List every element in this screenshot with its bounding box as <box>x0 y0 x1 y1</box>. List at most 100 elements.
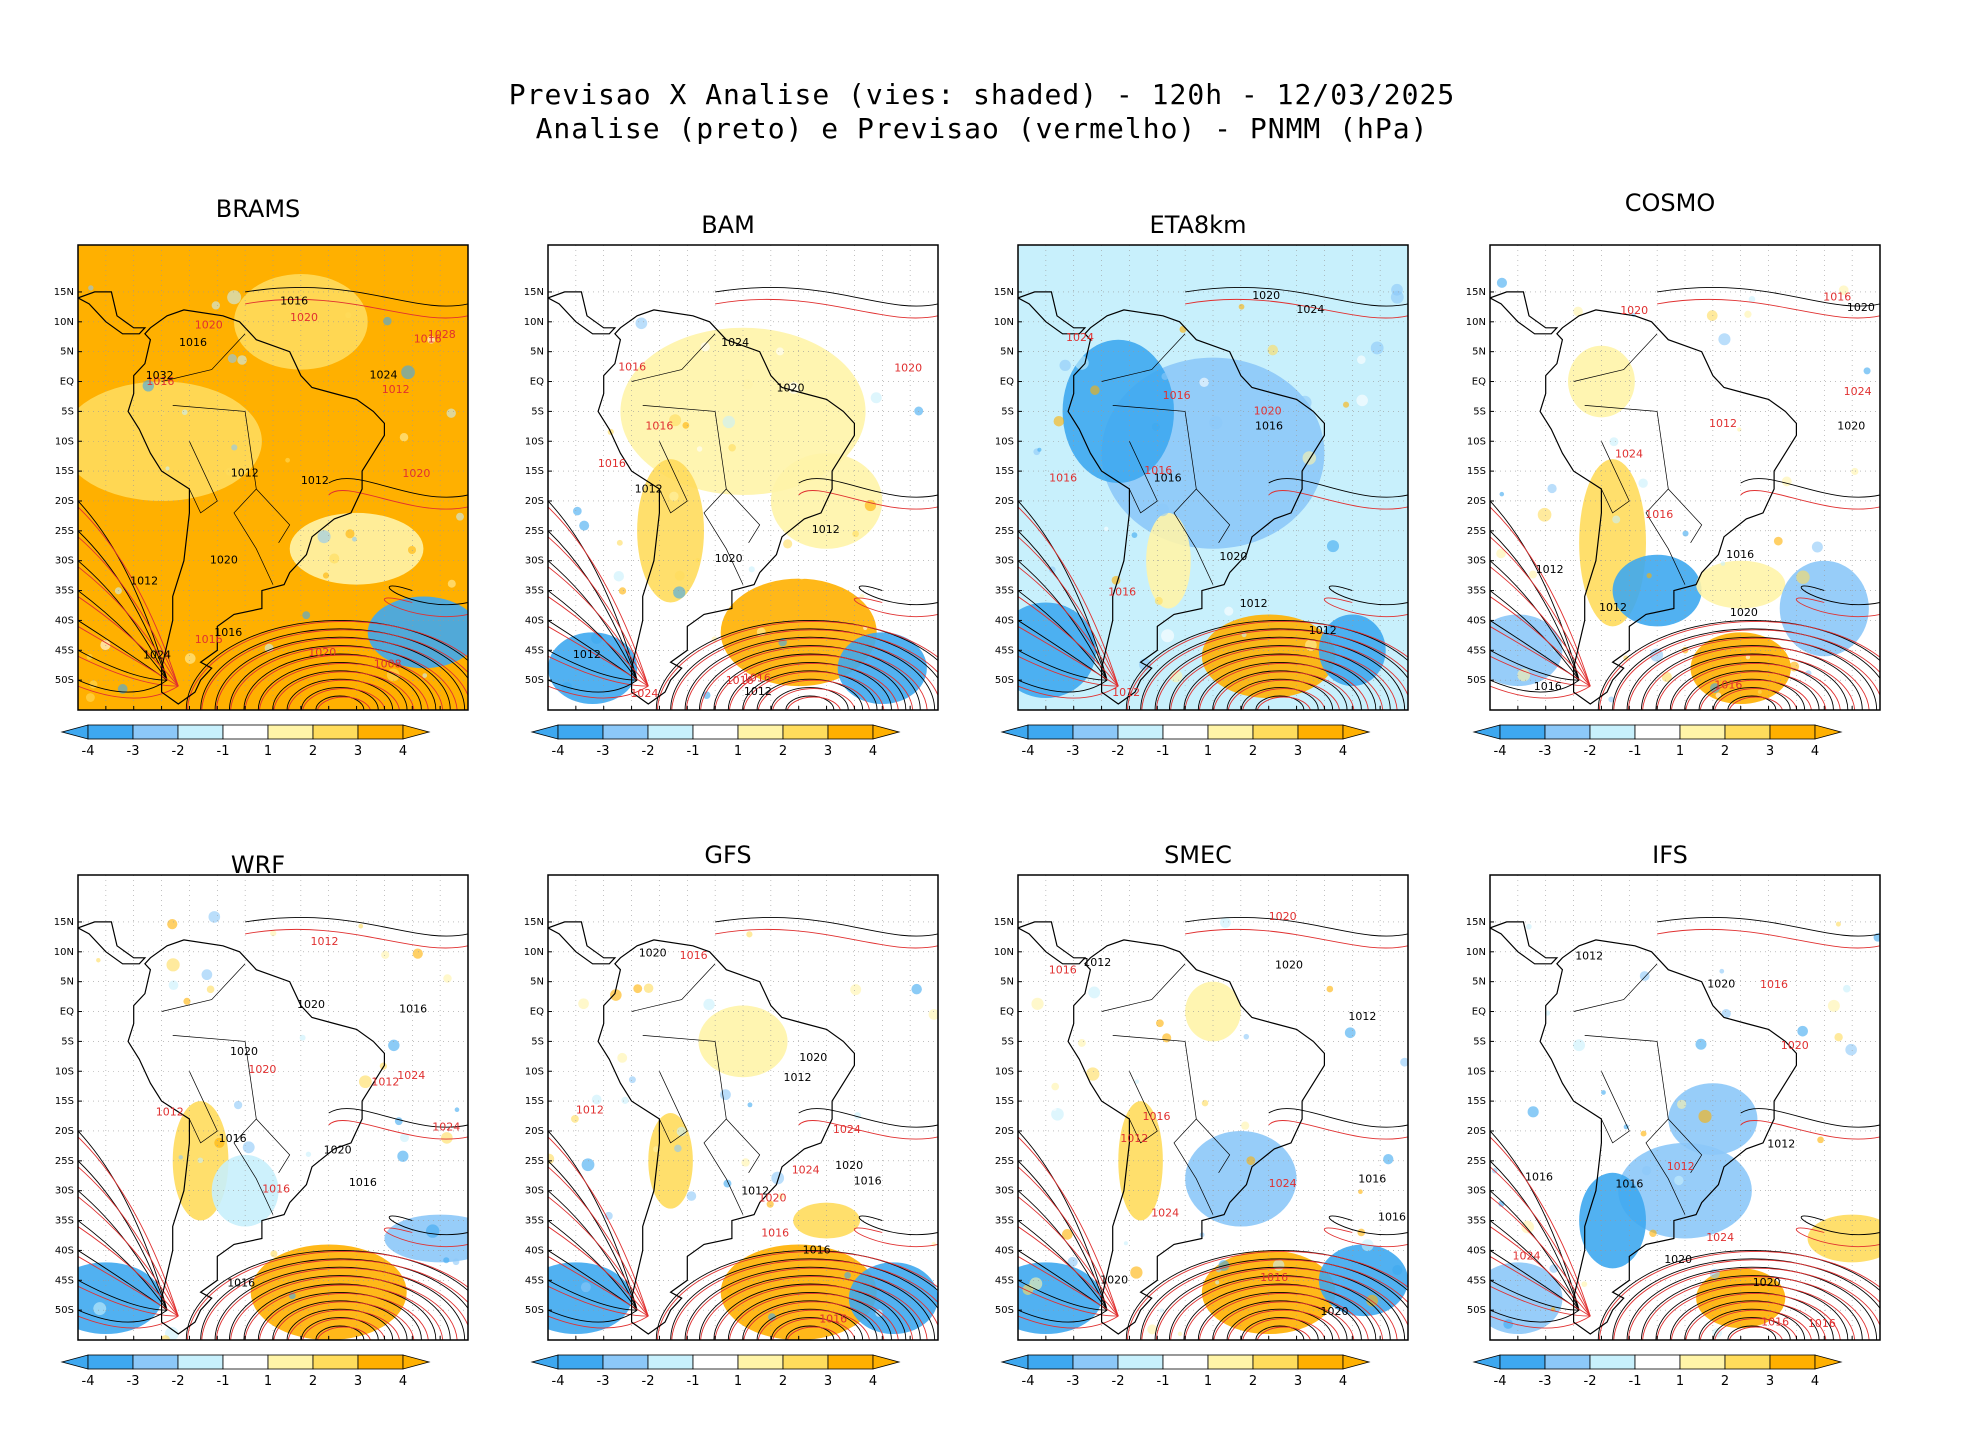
analysis-isobar <box>78 1130 168 1311</box>
isobar-label: 1016 <box>399 1003 427 1016</box>
forecast-isobar <box>1242 688 1326 710</box>
forecast-isobar <box>728 1292 899 1340</box>
colorbar-label: 4 <box>399 1374 407 1389</box>
bias-speckle <box>1834 1033 1843 1042</box>
isobar-label: 1024 <box>1066 331 1094 344</box>
bias-speckle <box>161 1335 170 1340</box>
bias-speckle <box>591 1094 602 1105</box>
bias-speckle <box>1581 1281 1588 1287</box>
colorbar-label: 2 <box>779 744 787 759</box>
bias-speckle <box>401 365 415 380</box>
colorbar-label: -2 <box>1112 1374 1125 1389</box>
panel-title: SMEC <box>1164 841 1232 869</box>
bias-shade-region <box>1668 1083 1758 1155</box>
analysis-isobar <box>1185 916 1408 937</box>
lat-tick-label: 40S <box>525 1245 544 1256</box>
colorbar-label: -1 <box>1629 744 1642 759</box>
colorbar-swatch <box>1634 1354 1681 1370</box>
analysis-isobar <box>1490 500 1580 681</box>
lat-tick-label: 15N <box>524 287 544 298</box>
forecast-isobar <box>671 1259 938 1340</box>
country-border <box>172 405 274 585</box>
forecast-isobar <box>1490 1256 1591 1317</box>
coastline-south-america <box>1539 309 1797 705</box>
lat-tick-label: 25S <box>1467 1156 1486 1167</box>
bias-speckle <box>1815 1081 1824 1091</box>
bias-speckle <box>1131 532 1138 538</box>
forecast-isobar <box>548 1136 649 1317</box>
lat-tick-label: 25S <box>55 526 74 537</box>
bias-speckle <box>1496 277 1508 288</box>
forecast-isobar <box>700 646 928 710</box>
bias-speckle <box>713 1005 719 1011</box>
bias-speckle <box>746 931 753 938</box>
colorbar-label: -3 <box>1067 1374 1080 1389</box>
colorbar-swatch <box>1117 724 1164 740</box>
isobar-label: 1016 <box>1761 1315 1789 1328</box>
colorbar-label: 3 <box>824 1374 832 1389</box>
lat-tick-label: 5N <box>1000 977 1014 988</box>
isobar-label: 1012 <box>1240 597 1268 610</box>
isobar-label: 1012 <box>1575 949 1603 962</box>
forecast-isobar <box>548 685 649 699</box>
forecast-isobar <box>1227 1309 1340 1340</box>
bias-speckle <box>237 355 247 365</box>
analysis-isobar <box>315 1325 365 1340</box>
bias-speckle <box>1400 1057 1408 1067</box>
bias-speckle <box>561 682 573 693</box>
isobar-label: 1016 <box>726 674 754 687</box>
isobar-label: 1020 <box>715 552 743 565</box>
bias-shade-region <box>384 1214 468 1263</box>
bias-speckle <box>270 1250 278 1258</box>
isobar-label: 1016 <box>1808 1317 1836 1330</box>
colorbar-swatch <box>1207 1354 1254 1370</box>
analysis-isobar <box>548 649 638 681</box>
bias-speckle <box>852 530 859 538</box>
colorbar-swatch <box>267 724 314 740</box>
lat-tick-label: 50S <box>525 1305 544 1316</box>
colorbar-label: 1 <box>1676 744 1684 759</box>
bias-speckle <box>800 1142 813 1156</box>
map-panel-ifs: IFS 1012 1016 1012 1016 1020 1016 1020 1024 1016 1… <box>1450 815 1890 1415</box>
lat-tick-label: 50S <box>55 1305 74 1316</box>
forecast-isobar <box>656 620 938 710</box>
isobar-label: 1020 <box>1275 959 1303 972</box>
bias-speckle <box>242 1141 255 1154</box>
bias-speckle <box>446 408 456 418</box>
bias-speckle <box>673 586 686 599</box>
bias-speckle <box>1863 367 1871 375</box>
bias-speckle <box>1573 1039 1586 1052</box>
bias-speckle <box>618 587 627 595</box>
forecast-isobar <box>1657 928 1880 949</box>
analysis-isobar <box>1490 1160 1580 1311</box>
map-plot: 1012 1016 1012 1016 1020 1016 1020 1024 1016 1012… <box>1466 874 1881 1341</box>
bias-speckle <box>1737 427 1742 432</box>
bias-speckle <box>1179 325 1187 333</box>
lat-tick-label: 35S <box>525 1216 544 1227</box>
lat-tick-label: EQ <box>530 1007 544 1018</box>
bias-speckle <box>674 570 685 581</box>
colorbar-label: 4 <box>1339 1374 1347 1389</box>
colorbar-arrow-left <box>60 724 89 740</box>
analysis-isobar <box>699 645 921 710</box>
isobar-label: 1020 <box>1252 289 1280 302</box>
isobar-label: 1024 <box>792 1164 820 1177</box>
forecast-isobar <box>1490 685 1591 699</box>
colorbar-label: 4 <box>1339 744 1347 759</box>
map-panel-gfs: GFS 1012 1016 1012 1016 1020 1016 1020 1024 1016 1… <box>508 815 948 1415</box>
isobar-label: 1024 <box>630 687 658 700</box>
forecast-isobar <box>715 298 938 319</box>
forecast-isobar <box>1490 655 1591 687</box>
bias-speckle <box>578 998 589 1010</box>
bias-speckle <box>1357 355 1366 364</box>
bias-speckle <box>771 1171 785 1185</box>
analysis-isobar <box>388 585 468 606</box>
forecast-isobar <box>1018 655 1119 687</box>
bias-speckle <box>1059 359 1071 372</box>
forecast-isobar <box>548 1285 649 1317</box>
lat-tick-label: 40S <box>55 1245 74 1256</box>
colorbar-swatch <box>177 724 224 740</box>
bias-speckle <box>1592 1157 1598 1162</box>
bias-shade-region <box>1696 1268 1786 1329</box>
bias-speckle <box>1608 696 1615 703</box>
